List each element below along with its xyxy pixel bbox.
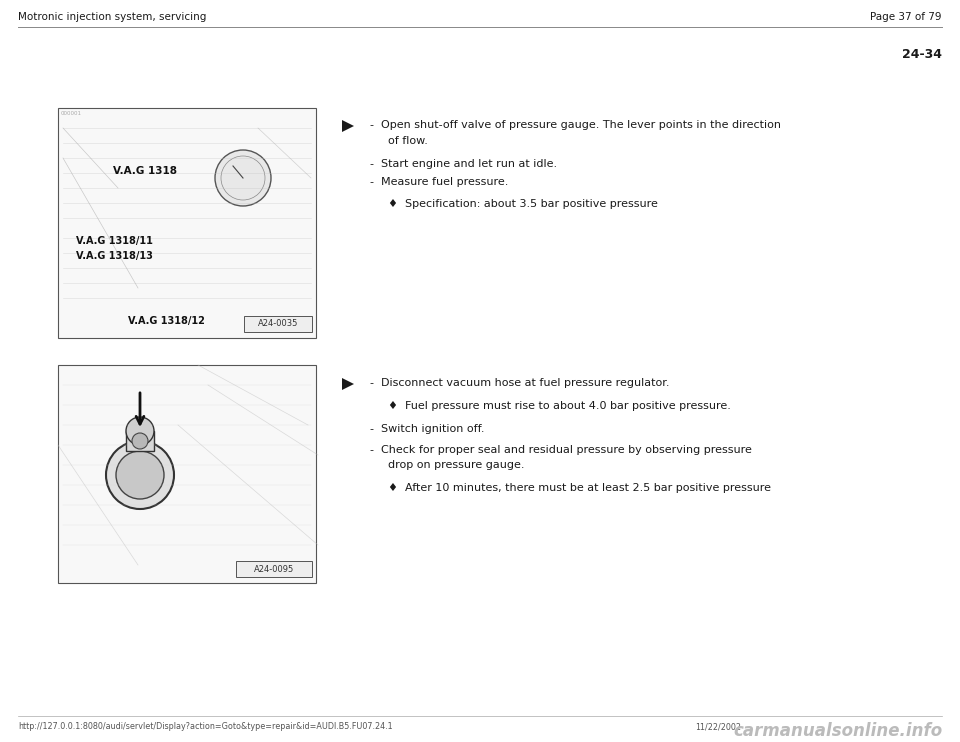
Text: V.A.G 1318/11: V.A.G 1318/11 — [76, 236, 153, 246]
Text: 000001: 000001 — [61, 111, 82, 116]
Polygon shape — [342, 120, 354, 132]
Text: drop on pressure gauge.: drop on pressure gauge. — [388, 460, 524, 470]
Text: -  Disconnect vacuum hose at fuel pressure regulator.: - Disconnect vacuum hose at fuel pressur… — [370, 378, 669, 388]
Text: ♦  Specification: about 3.5 bar positive pressure: ♦ Specification: about 3.5 bar positive … — [388, 199, 658, 209]
Text: ♦  Fuel pressure must rise to about 4.0 bar positive pressure.: ♦ Fuel pressure must rise to about 4.0 b… — [388, 401, 731, 411]
Text: Page 37 of 79: Page 37 of 79 — [871, 12, 942, 22]
Circle shape — [106, 441, 174, 509]
Circle shape — [116, 451, 164, 499]
Text: -  Start engine and let run at idle.: - Start engine and let run at idle. — [370, 159, 557, 168]
Text: -  Measure fuel pressure.: - Measure fuel pressure. — [370, 177, 509, 187]
Polygon shape — [342, 378, 354, 390]
Circle shape — [132, 433, 148, 449]
Text: Motronic injection system, servicing: Motronic injection system, servicing — [18, 12, 206, 22]
Text: V.A.G 1318/13: V.A.G 1318/13 — [76, 251, 153, 261]
Text: 11/22/2002: 11/22/2002 — [695, 722, 741, 731]
Bar — [58, 365, 316, 583]
Text: A24-0035: A24-0035 — [258, 320, 299, 329]
Bar — [236, 561, 312, 577]
Text: A24-0095: A24-0095 — [253, 565, 294, 574]
Text: 24-34: 24-34 — [902, 48, 942, 61]
Circle shape — [215, 150, 271, 206]
Text: V.A.G 1318/12: V.A.G 1318/12 — [128, 316, 204, 326]
Bar — [244, 316, 312, 332]
Text: of flow.: of flow. — [388, 136, 428, 145]
Text: -  Check for proper seal and residual pressure by observing pressure: - Check for proper seal and residual pre… — [370, 444, 752, 455]
Text: -  Switch ignition off.: - Switch ignition off. — [370, 424, 485, 435]
Bar — [126, 431, 154, 451]
Circle shape — [126, 417, 154, 445]
Text: http://127.0.0.1:8080/audi/servlet/Display?action=Goto&type=repair&id=AUDI.B5.FU: http://127.0.0.1:8080/audi/servlet/Displ… — [18, 722, 393, 731]
Text: ♦  After 10 minutes, there must be at least 2.5 bar positive pressure: ♦ After 10 minutes, there must be at lea… — [388, 483, 771, 493]
Text: V.A.G 1318: V.A.G 1318 — [113, 166, 177, 176]
Text: carmanualsonline.info: carmanualsonline.info — [732, 722, 942, 740]
Bar — [58, 108, 316, 338]
Text: -  Open shut-off valve of pressure gauge. The lever points in the direction: - Open shut-off valve of pressure gauge.… — [370, 120, 781, 130]
